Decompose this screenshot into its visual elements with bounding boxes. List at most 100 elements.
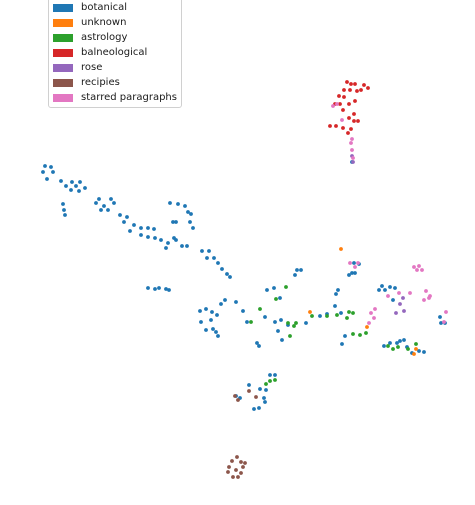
data-point: [417, 349, 421, 353]
data-point: [164, 287, 168, 291]
series-botanical: [41, 160, 447, 411]
legend-swatch: [53, 78, 73, 87]
data-point: [352, 261, 356, 265]
data-point: [395, 341, 399, 345]
data-point: [241, 309, 245, 313]
data-point: [61, 202, 65, 206]
data-point: [398, 339, 402, 343]
data-point: [249, 320, 253, 324]
data-point: [350, 137, 354, 141]
data-point: [365, 325, 369, 329]
data-point: [236, 398, 240, 402]
data-point: [225, 272, 229, 276]
data-point: [382, 344, 386, 348]
data-point: [74, 184, 78, 188]
legend-item: astrology: [53, 30, 127, 45]
data-point: [318, 314, 322, 318]
data-point: [227, 465, 231, 469]
data-point: [393, 286, 397, 290]
data-point: [293, 273, 297, 277]
legend-label: botanical: [81, 2, 128, 13]
data-point: [198, 309, 202, 313]
data-point: [351, 160, 355, 164]
data-point: [118, 213, 122, 217]
data-point: [62, 208, 66, 212]
data-point: [351, 156, 355, 160]
data-point: [345, 316, 349, 320]
data-point: [295, 268, 299, 272]
data-point: [263, 400, 267, 404]
data-point: [109, 197, 113, 201]
data-point: [258, 307, 262, 311]
data-point: [207, 249, 211, 253]
data-point: [220, 267, 224, 271]
data-point: [176, 202, 180, 206]
data-point: [279, 318, 283, 322]
series-unknown: [308, 247, 418, 356]
data-point: [383, 288, 387, 292]
data-point: [254, 395, 258, 399]
data-point: [236, 475, 240, 479]
data-point: [310, 314, 314, 318]
data-point: [191, 226, 195, 230]
data-point: [294, 321, 298, 325]
data-point: [438, 315, 442, 319]
data-point: [340, 118, 344, 122]
data-point: [59, 179, 63, 183]
data-point: [168, 201, 172, 205]
data-point: [402, 309, 406, 313]
data-point: [268, 379, 272, 383]
data-point: [247, 383, 251, 387]
data-point: [335, 313, 339, 317]
data-point: [380, 284, 384, 288]
legend-label: recipies: [81, 77, 120, 88]
data-point: [394, 311, 398, 315]
data-point: [167, 288, 171, 292]
data-point: [64, 184, 68, 188]
data-point: [216, 334, 220, 338]
data-point: [397, 291, 401, 295]
data-point: [274, 297, 278, 301]
data-point: [424, 289, 428, 293]
data-point: [241, 465, 245, 469]
data-point: [351, 332, 355, 336]
data-point: [257, 406, 261, 410]
data-point: [341, 126, 345, 130]
data-point: [152, 227, 156, 231]
data-point: [245, 320, 249, 324]
data-point: [276, 329, 280, 333]
data-point: [349, 82, 353, 86]
data-point: [139, 226, 143, 230]
data-point: [132, 223, 136, 227]
data-point: [263, 315, 267, 319]
legend-swatch: [53, 48, 73, 57]
data-point: [349, 141, 353, 145]
data-point: [414, 342, 418, 346]
data-point: [257, 344, 261, 348]
data-point: [77, 189, 81, 193]
data-point: [345, 80, 349, 84]
data-point: [356, 261, 360, 265]
data-point: [350, 271, 354, 275]
data-point: [164, 246, 168, 250]
data-point: [273, 378, 277, 382]
legend-swatch: [53, 18, 73, 27]
data-point: [412, 352, 416, 356]
data-point: [258, 387, 262, 391]
data-point: [422, 350, 426, 354]
data-point: [139, 233, 143, 237]
data-point: [369, 311, 373, 315]
data-point: [204, 307, 208, 311]
data-point: [401, 296, 405, 300]
data-point: [204, 328, 208, 332]
data-point: [339, 247, 343, 251]
data-point: [212, 256, 216, 260]
data-point: [367, 321, 371, 325]
data-point: [70, 180, 74, 184]
data-point: [292, 324, 296, 328]
data-point: [228, 275, 232, 279]
data-point: [235, 455, 239, 459]
data-point: [398, 302, 402, 306]
data-point: [353, 99, 357, 103]
data-point: [414, 347, 418, 351]
